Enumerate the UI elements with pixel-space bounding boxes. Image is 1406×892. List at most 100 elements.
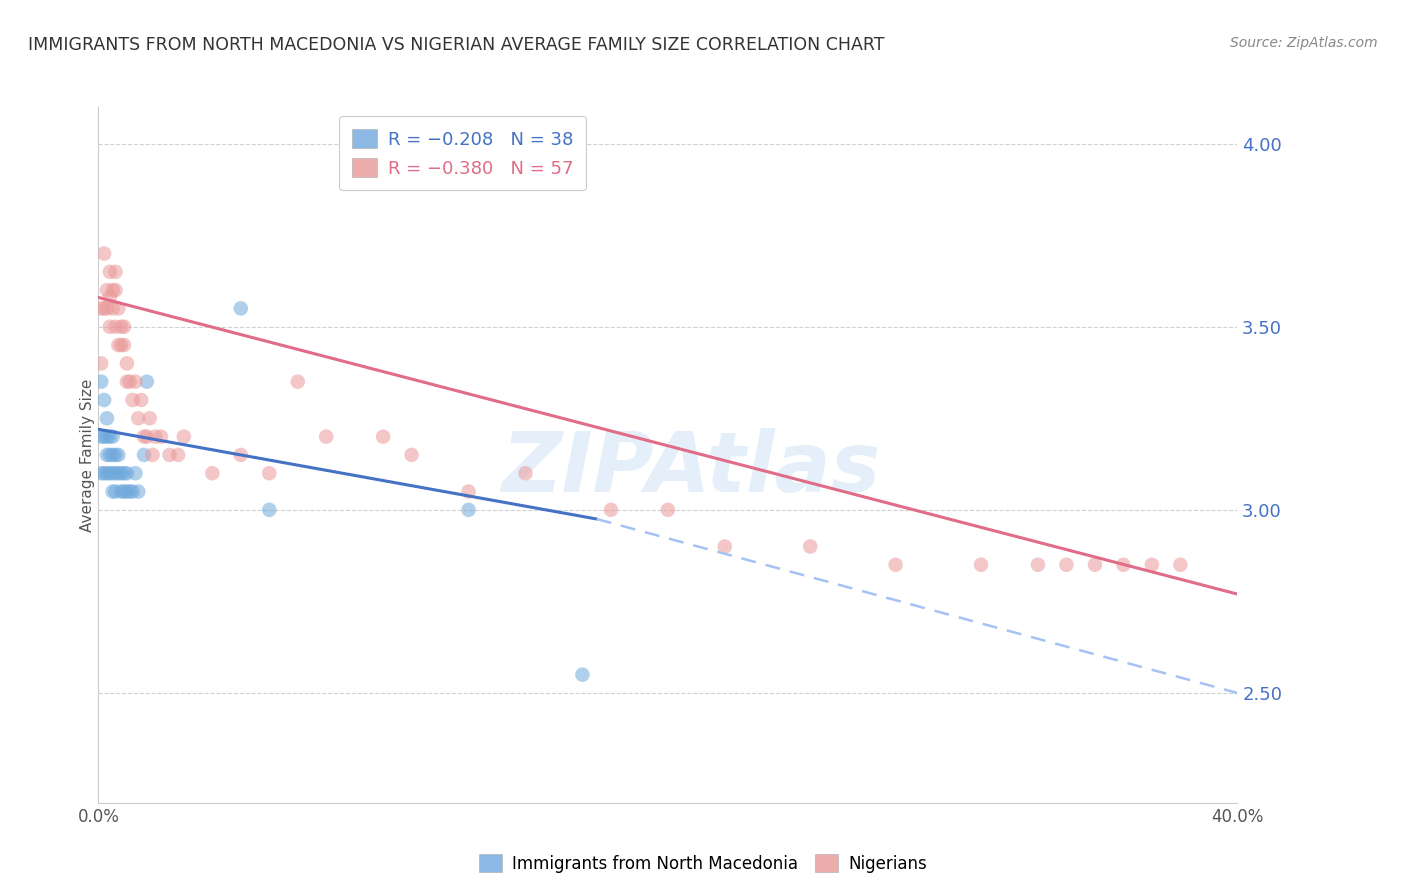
Text: Source: ZipAtlas.com: Source: ZipAtlas.com bbox=[1230, 36, 1378, 50]
Point bbox=[101, 467, 124, 481]
Point bbox=[132, 429, 155, 443]
Point bbox=[970, 558, 993, 572]
Point bbox=[96, 411, 118, 425]
Point bbox=[104, 448, 127, 462]
Point bbox=[315, 429, 337, 443]
Point bbox=[150, 429, 173, 443]
Point bbox=[98, 290, 121, 304]
Point bbox=[93, 246, 115, 260]
Point bbox=[96, 429, 118, 443]
Point bbox=[101, 301, 124, 316]
Point bbox=[115, 484, 138, 499]
Point bbox=[107, 467, 129, 481]
Point bbox=[98, 319, 121, 334]
Point bbox=[259, 467, 281, 481]
Point bbox=[118, 484, 141, 499]
Point bbox=[1056, 558, 1078, 572]
Text: IMMIGRANTS FROM NORTH MACEDONIA VS NIGERIAN AVERAGE FAMILY SIZE CORRELATION CHAR: IMMIGRANTS FROM NORTH MACEDONIA VS NIGER… bbox=[28, 36, 884, 54]
Point bbox=[401, 448, 423, 462]
Point bbox=[98, 467, 121, 481]
Point bbox=[101, 484, 124, 499]
Point bbox=[115, 356, 138, 370]
Point bbox=[112, 467, 135, 481]
Legend: R = −0.208   N = 38, R = −0.380   N = 57: R = −0.208 N = 38, R = −0.380 N = 57 bbox=[339, 116, 586, 190]
Point bbox=[98, 429, 121, 443]
Point bbox=[121, 484, 143, 499]
Point bbox=[657, 503, 679, 517]
Point bbox=[884, 558, 907, 572]
Point bbox=[173, 429, 195, 443]
Point bbox=[115, 375, 138, 389]
Point bbox=[107, 338, 129, 352]
Point bbox=[373, 429, 395, 443]
Point bbox=[1112, 558, 1135, 572]
Point bbox=[104, 467, 127, 481]
Point bbox=[110, 338, 132, 352]
Point bbox=[714, 540, 737, 554]
Point bbox=[1140, 558, 1163, 572]
Point bbox=[104, 319, 127, 334]
Point bbox=[93, 467, 115, 481]
Point bbox=[110, 319, 132, 334]
Point bbox=[129, 392, 152, 407]
Point bbox=[141, 448, 163, 462]
Point bbox=[101, 429, 124, 443]
Point bbox=[135, 429, 157, 443]
Point bbox=[145, 429, 167, 443]
Point bbox=[229, 448, 252, 462]
Point bbox=[159, 448, 181, 462]
Point bbox=[104, 265, 127, 279]
Point bbox=[96, 301, 118, 316]
Point bbox=[93, 301, 115, 316]
Point bbox=[112, 319, 135, 334]
Point bbox=[121, 392, 143, 407]
Point bbox=[112, 338, 135, 352]
Point bbox=[112, 484, 135, 499]
Point bbox=[799, 540, 821, 554]
Point bbox=[287, 375, 309, 389]
Point bbox=[118, 375, 141, 389]
Point bbox=[124, 375, 146, 389]
Point bbox=[90, 301, 112, 316]
Text: ZIPAtlas: ZIPAtlas bbox=[501, 428, 880, 509]
Point bbox=[138, 411, 160, 425]
Point bbox=[457, 484, 479, 499]
Point bbox=[259, 503, 281, 517]
Point bbox=[571, 667, 593, 681]
Point bbox=[127, 484, 149, 499]
Point bbox=[1084, 558, 1107, 572]
Point bbox=[132, 448, 155, 462]
Point bbox=[167, 448, 190, 462]
Point bbox=[104, 283, 127, 297]
Point bbox=[93, 429, 115, 443]
Point bbox=[110, 467, 132, 481]
Point bbox=[127, 411, 149, 425]
Point bbox=[104, 484, 127, 499]
Point bbox=[96, 448, 118, 462]
Point bbox=[90, 356, 112, 370]
Point bbox=[90, 375, 112, 389]
Legend: Immigrants from North Macedonia, Nigerians: Immigrants from North Macedonia, Nigeria… bbox=[472, 847, 934, 880]
Point bbox=[107, 448, 129, 462]
Point bbox=[124, 467, 146, 481]
Point bbox=[90, 429, 112, 443]
Point bbox=[96, 467, 118, 481]
Point bbox=[101, 448, 124, 462]
Point bbox=[1170, 558, 1192, 572]
Point bbox=[101, 283, 124, 297]
Point bbox=[1026, 558, 1049, 572]
Point bbox=[201, 467, 224, 481]
Point bbox=[98, 448, 121, 462]
Point bbox=[229, 301, 252, 316]
Point bbox=[135, 375, 157, 389]
Point bbox=[96, 283, 118, 297]
Point bbox=[110, 484, 132, 499]
Point bbox=[457, 503, 479, 517]
Point bbox=[90, 467, 112, 481]
Point bbox=[98, 265, 121, 279]
Point bbox=[115, 467, 138, 481]
Point bbox=[93, 392, 115, 407]
Point bbox=[515, 467, 537, 481]
Point bbox=[600, 503, 623, 517]
Point bbox=[107, 301, 129, 316]
